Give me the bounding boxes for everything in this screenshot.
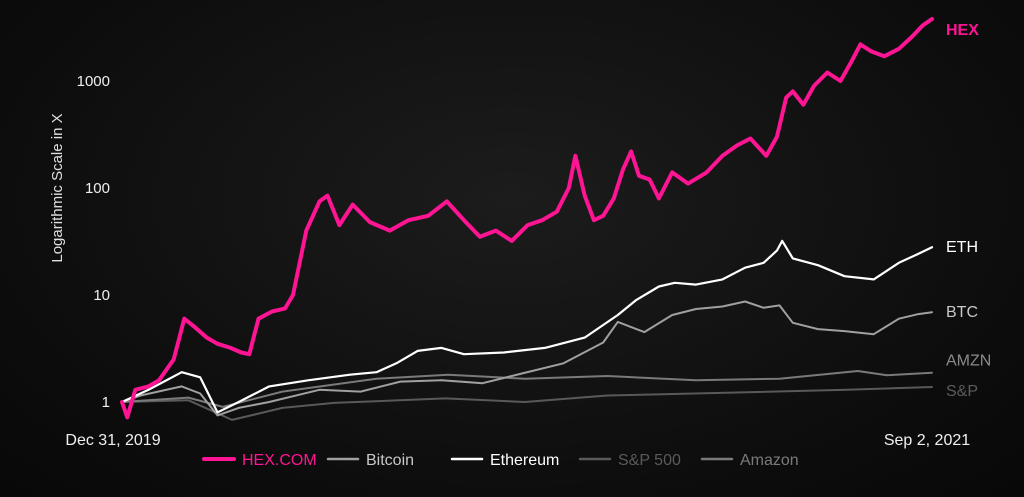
series-end-label: ETH: [946, 239, 978, 256]
series-line-hex-com: [120, 17, 934, 420]
series-line-amazon: [121, 370, 933, 408]
y-tick-label: 1: [102, 394, 110, 411]
series-end-label: HEX: [946, 22, 979, 39]
x-end-label: Sep 2, 2021: [884, 432, 970, 449]
y-tick-label: 10: [93, 287, 110, 304]
legend-label: Ethereum: [490, 452, 559, 469]
series-line-s-p-500: [121, 386, 933, 421]
x-start-label: Dec 31, 2019: [65, 432, 160, 449]
series-end-label: BTC: [946, 304, 978, 321]
series-lines: [120, 17, 934, 421]
series-end-label: AMZN: [946, 353, 991, 370]
y-tick-label: 100: [85, 180, 110, 197]
series-line-bitcoin: [121, 300, 933, 417]
legend-label: Amazon: [740, 452, 799, 469]
y-tick-label: 1000: [77, 73, 110, 90]
legend-label: S&P 500: [618, 452, 681, 469]
series-line-ethereum: [120, 239, 934, 414]
y-axis-label: Logarithmic Scale in X: [49, 113, 66, 262]
legend-label: HEX.COM: [242, 452, 317, 469]
legend: HEX.COM Bitcoin Ethereum S&P 500 Amazon: [202, 452, 799, 469]
series-end-label: S&P: [946, 383, 978, 400]
legend-label: Bitcoin: [366, 452, 414, 469]
y-axis-ticks: 1 10 100 1000: [77, 73, 110, 411]
series-end-labels: HEX BTC ETH S&P AMZN: [946, 22, 991, 400]
